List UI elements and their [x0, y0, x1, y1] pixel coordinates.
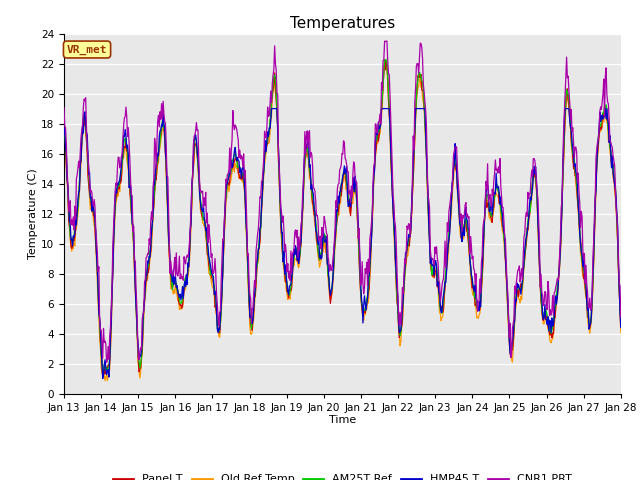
Text: VR_met: VR_met: [67, 44, 108, 55]
Legend: Panel T, Old Ref Temp, AM25T Ref, HMP45 T, CNR1 PRT: Panel T, Old Ref Temp, AM25T Ref, HMP45 …: [109, 470, 576, 480]
X-axis label: Time: Time: [329, 415, 356, 425]
Y-axis label: Temperature (C): Temperature (C): [28, 168, 38, 259]
Title: Temperatures: Temperatures: [290, 16, 395, 31]
